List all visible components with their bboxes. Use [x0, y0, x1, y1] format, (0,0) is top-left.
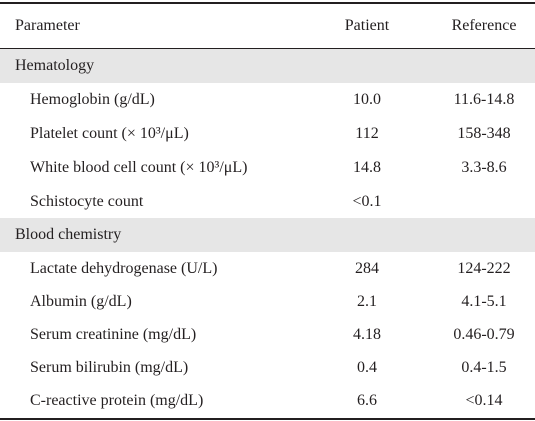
table-row: Schistocyte count <0.1: [0, 185, 535, 219]
reference-cell: 158-348: [457, 125, 511, 142]
table-row: Hemoglobin (g/dL) 10.0 11.6-14.8: [0, 83, 535, 117]
table-bottom-rule: [0, 418, 535, 420]
reference-cell: 11.6-14.8: [453, 91, 515, 108]
section-row-blood-chemistry: Blood chemistry: [0, 218, 535, 252]
table-row: White blood cell count (× 10³/μL) 14.8 3…: [0, 151, 535, 185]
parameter-cell: Platelet count (× 10³/μL): [30, 125, 189, 142]
parameter-cell: Schistocyte count: [30, 193, 144, 210]
patient-cell: 112: [355, 125, 379, 142]
parameter-cell: White blood cell count (× 10³/μL): [30, 159, 248, 176]
table-row: Serum bilirubin (mg/dL) 0.4 0.4-1.5: [0, 351, 535, 385]
reference-cell: [434, 185, 534, 219]
table-row: Lactate dehydrogenase (U/L) 284 124-222: [0, 252, 535, 286]
reference-cell: <0.14: [465, 392, 503, 409]
section-title: Blood chemistry: [15, 226, 122, 243]
patient-cell: 10.0: [353, 91, 381, 108]
header-reference: Reference: [451, 17, 517, 34]
reference-cell: 0.4-1.5: [461, 359, 507, 376]
section-title: Hematology: [15, 57, 95, 74]
patient-cell: 2.1: [357, 293, 377, 310]
header-parameter: Parameter: [15, 17, 80, 34]
table-header-rule: [0, 48, 535, 49]
parameter-cell: Serum bilirubin (mg/dL): [30, 359, 189, 376]
table-row: Platelet count (× 10³/μL) 112 158-348: [0, 117, 535, 151]
patient-cell: 0.4: [357, 359, 377, 376]
patient-cell: <0.1: [352, 193, 382, 210]
reference-cell: 3.3-8.6: [461, 159, 507, 176]
table-header-row: Parameter Patient Reference: [0, 4, 535, 48]
section-row-hematology: Hematology: [0, 49, 535, 83]
reference-cell: 4.1-5.1: [461, 293, 507, 310]
parameter-cell: Hemoglobin (g/dL): [30, 91, 155, 108]
patient-cell: 4.18: [353, 326, 381, 343]
table-row: Albumin (g/dL) 2.1 4.1-5.1: [0, 285, 535, 319]
header-patient: Patient: [344, 17, 390, 34]
parameter-cell: Lactate dehydrogenase (U/L): [30, 260, 218, 277]
parameter-cell: Albumin (g/dL): [30, 293, 132, 310]
table-top-rule: [0, 2, 535, 4]
parameter-cell: C-reactive protein (mg/dL): [30, 392, 204, 409]
patient-cell: 14.8: [353, 159, 381, 176]
reference-cell: 0.46-0.79: [453, 326, 515, 343]
parameter-cell: Serum creatinine (mg/dL): [30, 326, 197, 343]
patient-cell: 284: [355, 260, 379, 277]
table-row: C-reactive protein (mg/dL) 6.6 <0.14: [0, 384, 535, 418]
reference-cell: 124-222: [457, 260, 511, 277]
patient-cell: 6.6: [357, 392, 377, 409]
table-row: Serum creatinine (mg/dL) 4.18 0.46-0.79: [0, 318, 535, 352]
